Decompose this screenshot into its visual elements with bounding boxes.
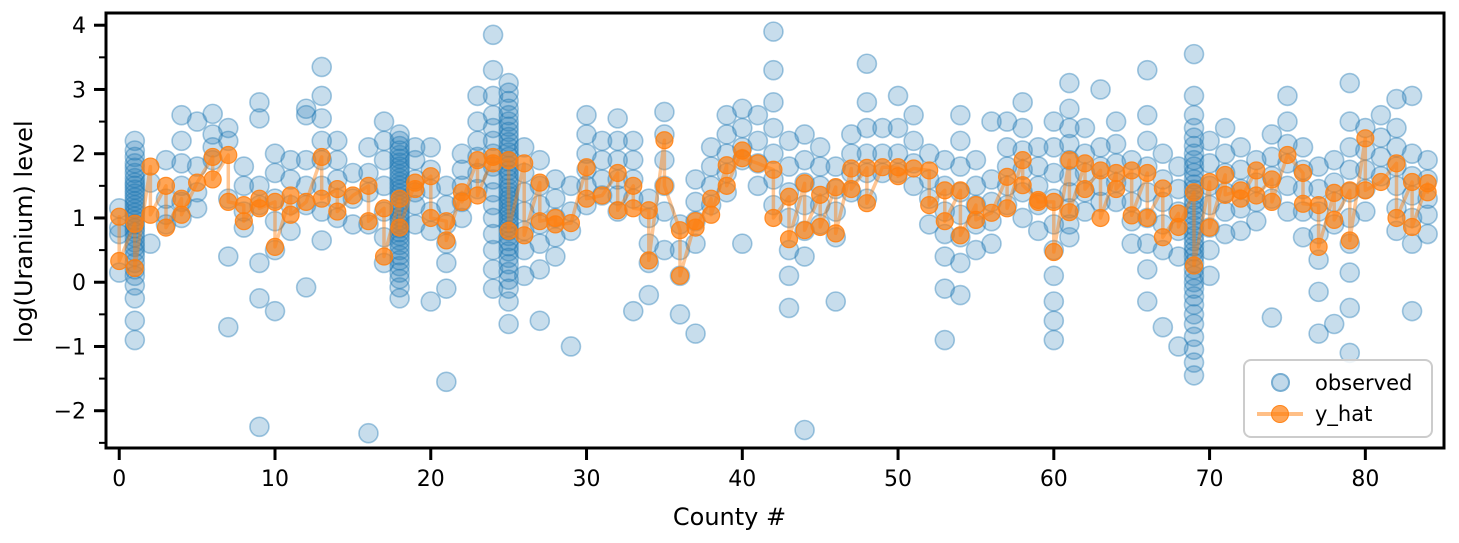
x-axis-label: County # bbox=[672, 503, 787, 531]
line-circle-marker-icon bbox=[1257, 404, 1303, 424]
y-tick-label: 1 bbox=[72, 207, 86, 232]
y-tick-label: 4 bbox=[72, 14, 86, 39]
y-tick-label: −2 bbox=[54, 400, 86, 425]
legend: observed y_hat bbox=[1243, 359, 1433, 438]
x-tick-label: 70 bbox=[1196, 467, 1224, 492]
x-tick-label: 0 bbox=[112, 467, 126, 492]
y-axis-label: log(Uranium) level bbox=[10, 120, 38, 343]
y-tick-label: 2 bbox=[72, 143, 86, 168]
x-tick-label: 30 bbox=[573, 467, 601, 492]
legend-label-observed: observed bbox=[1315, 370, 1413, 395]
x-tick-label: 40 bbox=[728, 467, 756, 492]
x-tick-label: 20 bbox=[417, 467, 445, 492]
legend-label-yhat: y_hat bbox=[1315, 402, 1373, 427]
legend-entry-yhat: y_hat bbox=[1245, 399, 1431, 431]
y-tick-label: 3 bbox=[72, 78, 86, 103]
circle-marker-icon bbox=[1270, 373, 1290, 393]
x-tick-label: 60 bbox=[1040, 467, 1068, 492]
legend-icon-cell bbox=[1245, 373, 1315, 393]
y-tick-label: −1 bbox=[54, 335, 86, 360]
x-tick-label: 80 bbox=[1351, 467, 1379, 492]
y-tick-label: 0 bbox=[72, 271, 86, 296]
legend-entry-observed: observed bbox=[1245, 367, 1431, 399]
x-tick-label: 50 bbox=[884, 467, 912, 492]
x-tick-label: 10 bbox=[261, 467, 289, 492]
legend-icon-cell bbox=[1245, 404, 1315, 424]
